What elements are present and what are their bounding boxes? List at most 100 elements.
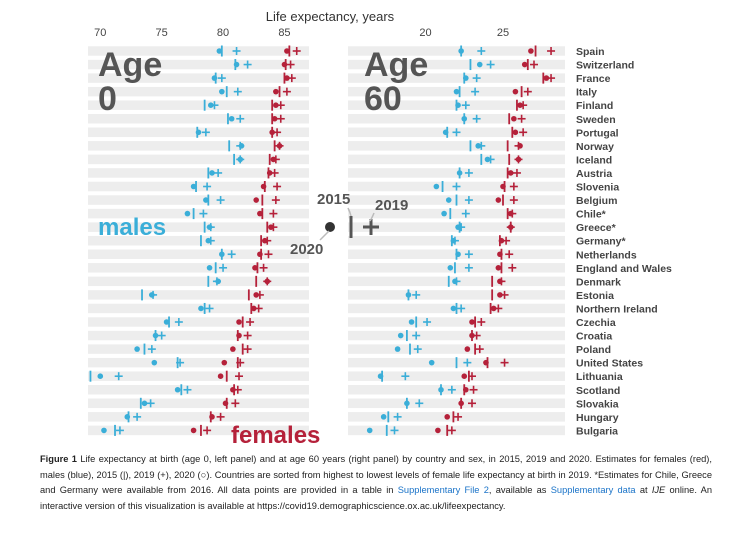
mark-2020-age60-females-15: [497, 251, 503, 258]
mark-2019-age0-males-26: [146, 399, 155, 408]
tick-label-70: 70: [94, 27, 106, 39]
mark-2019-age0-males-23: [176, 358, 185, 367]
mark-2019-age0-males-3: [233, 87, 242, 96]
country-label-12: Chile*: [576, 209, 607, 221]
mark-2020-age60-males-7: [475, 143, 482, 149]
mark-2020-age0-females-17: [264, 278, 271, 285]
mark-2020-age0-males-26: [141, 400, 148, 407]
row-band-age60-2: [348, 73, 565, 83]
row-band-age0-24: [88, 371, 309, 381]
mark-2019-age0-females-1: [286, 60, 295, 69]
mark-2020-age60-males-16: [447, 265, 454, 271]
country-label-14: Germany*: [576, 236, 627, 248]
country-label-7: Norway: [576, 141, 614, 153]
mark-2020-age0-females-12: [257, 210, 263, 217]
mark-2020-age60-males-4: [455, 102, 461, 108]
mark-2019-age60-males-25: [447, 385, 456, 394]
mark-2019-age60-males-10: [452, 182, 461, 191]
country-label-11: Belgium: [576, 195, 617, 207]
mark-2019-age60-males-18: [412, 290, 421, 299]
mark-2019-age60-females-3: [523, 87, 532, 96]
supplementary-data-link[interactable]: Supplementary data: [550, 485, 636, 495]
mark-2020-age0-females-4: [273, 102, 279, 108]
mark-2020-age60-females-10: [500, 183, 506, 190]
mark-2020-age0-females-8: [270, 156, 277, 163]
mark-2019-age0-females-10: [273, 182, 282, 191]
mark-2019-age60-females-26: [468, 399, 476, 408]
mark-2020-age0-males-27: [124, 414, 131, 420]
mark-2020-age0-females-19: [250, 305, 257, 312]
row-band-age60-16: [348, 263, 565, 273]
mark-2019-age0-females-16: [259, 263, 268, 272]
caption-text-2: , available as: [488, 485, 551, 495]
mark-2020-age60-females-25: [463, 386, 469, 393]
mark-2020-age60-females-8: [515, 156, 522, 163]
mark-2020-age60-males-2: [463, 75, 469, 81]
chart-title: Life expectancy, years: [266, 9, 395, 24]
mark-2019-age0-females-22: [243, 345, 252, 354]
mark-2020-age60-females-0: [528, 48, 534, 54]
males-label: males: [98, 214, 166, 241]
legend-leader-2019: [369, 212, 375, 222]
mark-2019-age60-males-19: [457, 304, 466, 313]
tick-label-20: 20: [419, 27, 431, 39]
country-label-13: Greece*: [576, 222, 617, 234]
mark-2020-age0-males-6: [195, 129, 202, 136]
row-band-age0-8: [88, 154, 309, 165]
mark-2019-age0-females-20: [246, 318, 255, 326]
mark-2020-age60-males-1: [476, 61, 483, 68]
mark-2019-age60-males-9: [464, 168, 473, 177]
row-band-age0-17: [88, 276, 309, 287]
mark-2020-age60-females-14: [498, 237, 505, 244]
mark-2020-age60-females-27: [444, 414, 451, 420]
females-label: females: [231, 422, 320, 449]
country-label-19: Northern Ireland: [576, 303, 658, 315]
row-band-age60-25: [348, 385, 565, 395]
mark-2020-age0-females-22: [230, 346, 236, 352]
mark-2019-age60-males-27: [393, 412, 402, 421]
mark-2020-age60-males-20: [408, 319, 415, 325]
mark-2019-age60-males-6: [452, 128, 461, 137]
caption-journal: IJE: [651, 485, 666, 495]
legend-2020-dot: [325, 222, 335, 232]
mark-2020-age0-females-5: [271, 115, 278, 122]
country-label-5: Sweden: [576, 114, 616, 126]
data-marks: [89, 45, 556, 436]
row-band-age0-25: [88, 385, 309, 395]
legend-2020-label: 2020: [290, 241, 323, 258]
row-band-age0-13: [88, 222, 309, 232]
mark-2019-age0-males-25: [183, 385, 192, 394]
mark-2019-age60-females-28: [447, 426, 456, 435]
mark-2020-age60-females-9: [507, 170, 514, 176]
row-band-age60-5: [348, 114, 565, 124]
mark-2019-age60-females-5: [517, 114, 526, 123]
mark-2020-age0-females-0: [284, 48, 290, 54]
figure-caption: Figure 1 Life expectancy at birth (age 0…: [40, 452, 712, 514]
mark-2020-age60-females-18: [497, 292, 503, 298]
mark-2020-age60-females-26: [458, 400, 464, 407]
row-band-age60-28: [348, 425, 565, 436]
mark-2020-age60-females-13: [507, 224, 514, 230]
panel-label-line: Age: [98, 46, 162, 84]
mark-2019-age0-males-24: [114, 372, 123, 381]
supplementary-file-link[interactable]: Supplementary File 2: [397, 485, 489, 495]
country-label-15: Netherlands: [576, 249, 637, 261]
mark-2019-age0-males-22: [147, 345, 156, 354]
country-label-28: Bulgaria: [576, 425, 618, 437]
country-label-4: Finland: [576, 100, 613, 112]
mark-2020-age0-females-10: [260, 183, 267, 190]
mark-2020-age0-males-12: [184, 210, 191, 217]
mark-2020-age60-females-28: [435, 427, 441, 434]
mark-2020-age60-females-5: [511, 115, 517, 122]
row-band-age60-18: [348, 290, 565, 300]
mark-2020-age60-females-4: [517, 102, 523, 108]
mark-2020-age60-males-9: [456, 170, 463, 176]
mark-2020-age60-females-11: [495, 197, 502, 203]
mark-2019-age60-females-20: [477, 318, 486, 326]
country-label-23: United States: [576, 358, 643, 370]
mark-2019-age0-females-5: [276, 114, 285, 123]
row-band-age60-1: [348, 59, 565, 70]
mark-2020-age60-males-23: [428, 359, 435, 366]
